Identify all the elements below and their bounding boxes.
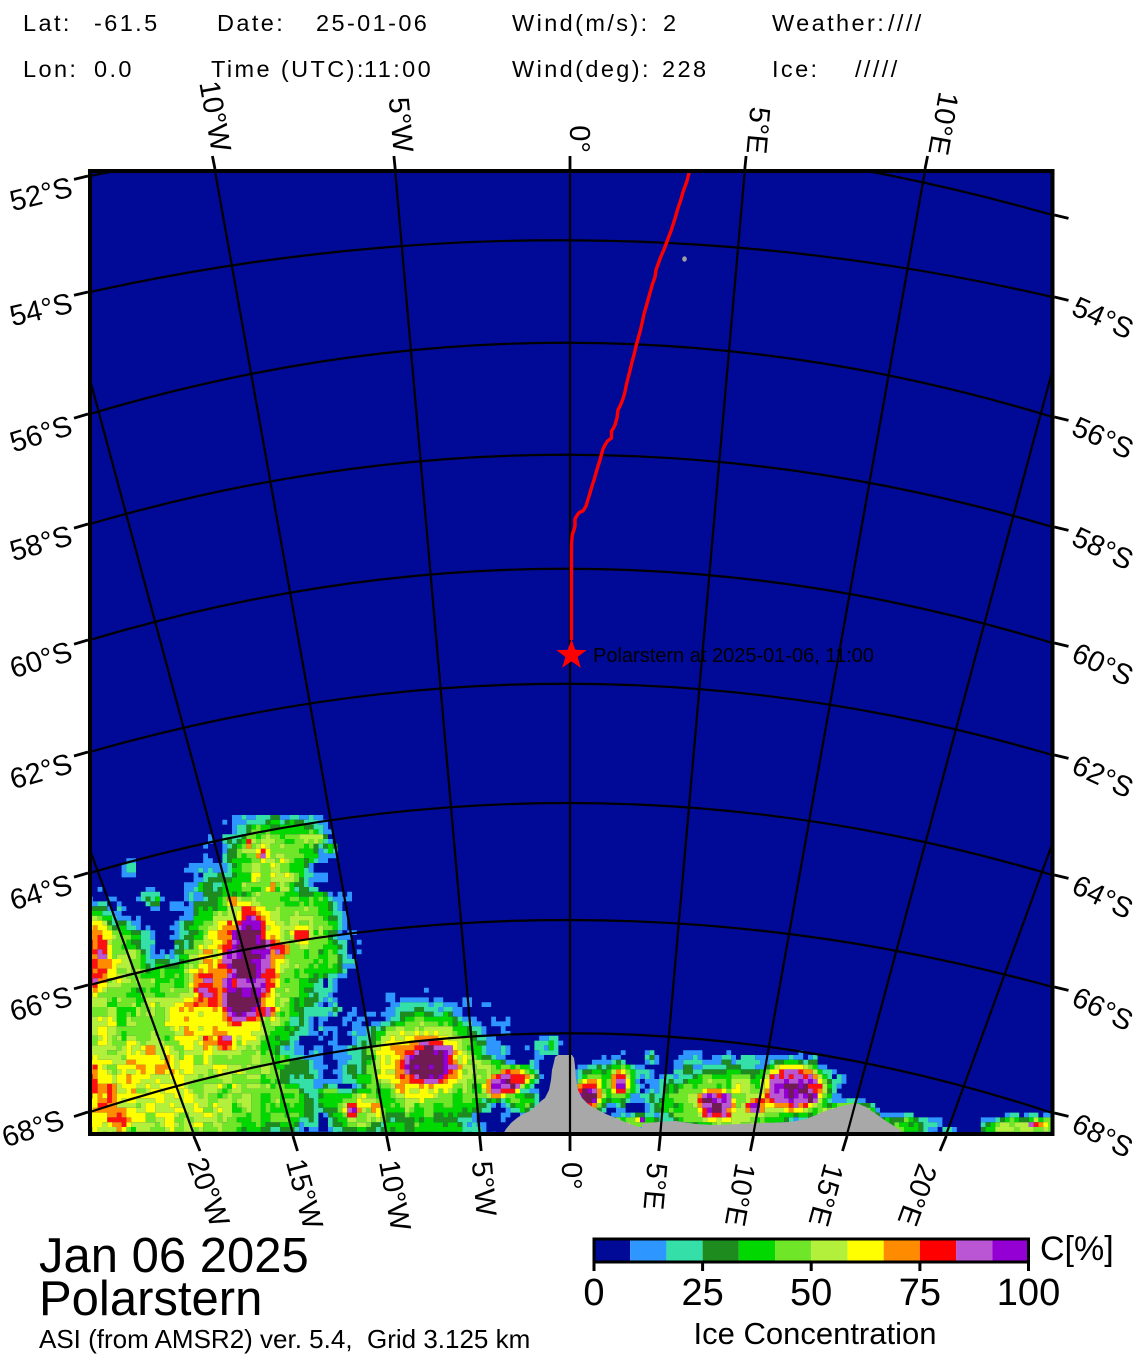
svg-text:68°S: 68°S: [1067, 1108, 1138, 1165]
svg-text:Wind(deg):: Wind(deg):: [512, 56, 651, 82]
svg-text:Wind(m/s):: Wind(m/s):: [512, 10, 650, 36]
svg-text:5°W: 5°W: [465, 1160, 502, 1218]
svg-text:75: 75: [899, 1272, 941, 1314]
svg-text:52°S: 52°S: [7, 172, 76, 218]
svg-text:Lat:: Lat:: [23, 10, 72, 36]
svg-text:Polarstern at 2025-01-06, 11:0: Polarstern at 2025-01-06, 11:00: [593, 645, 874, 667]
svg-text:0: 0: [583, 1272, 604, 1314]
svg-text:25: 25: [681, 1272, 723, 1314]
svg-text:Lon:: Lon:: [23, 56, 78, 82]
svg-text:60°S: 60°S: [6, 636, 76, 685]
svg-text:2: 2: [663, 10, 678, 36]
svg-text:56°S: 56°S: [6, 410, 76, 459]
svg-text:56°S: 56°S: [1067, 411, 1138, 466]
svg-text:Polarstern: Polarstern: [39, 1272, 262, 1326]
svg-text:Jan 06 2025: Jan 06 2025: [39, 1229, 309, 1283]
svg-text:Ice:: Ice:: [772, 56, 819, 82]
svg-text:0°: 0°: [563, 125, 595, 153]
svg-text:66°S: 66°S: [1067, 982, 1138, 1038]
svg-text:54°S: 54°S: [7, 288, 76, 333]
svg-text:20°E: 20°E: [891, 1160, 943, 1230]
svg-text:Ice Concentration: Ice Concentration: [694, 1316, 937, 1351]
svg-text:10°E: 10°E: [718, 1161, 761, 1229]
svg-text:20°W: 20°W: [180, 1153, 235, 1231]
svg-text:C[%]: C[%]: [1040, 1230, 1114, 1268]
svg-text:ASI (from AMSR2) ver. 5.4, Gr: ASI (from AMSR2) ver. 5.4, Grid 3.125 km: [39, 1324, 530, 1354]
svg-text:62°S: 62°S: [6, 748, 76, 796]
svg-text:54°S: 54°S: [1067, 291, 1138, 346]
svg-text:100: 100: [997, 1272, 1060, 1314]
svg-text:10°E: 10°E: [921, 90, 964, 158]
svg-text:64°S: 64°S: [1067, 870, 1138, 926]
svg-text:Time (UTC):: Time (UTC):: [211, 56, 366, 82]
svg-text:58°S: 58°S: [1067, 521, 1138, 577]
svg-text:10°W: 10°W: [372, 1158, 416, 1234]
svg-text:15°W: 15°W: [279, 1155, 329, 1233]
svg-text:10°W: 10°W: [192, 78, 236, 154]
svg-text:////: ////: [888, 10, 924, 36]
svg-text:-61.5: -61.5: [94, 10, 160, 36]
svg-text:15°E: 15°E: [802, 1160, 849, 1229]
svg-text:62°S: 62°S: [1067, 749, 1138, 805]
svg-text:Date:: Date:: [217, 10, 285, 36]
svg-text:64°S: 64°S: [6, 869, 76, 917]
svg-text:58°S: 58°S: [6, 520, 76, 568]
svg-text:66°S: 66°S: [6, 981, 75, 1028]
svg-text:68°S: 68°S: [0, 1104, 68, 1154]
svg-text:50: 50: [790, 1272, 832, 1314]
svg-text:5°E: 5°E: [739, 105, 775, 155]
svg-text:5°E: 5°E: [637, 1161, 673, 1211]
svg-text:11:00: 11:00: [364, 56, 433, 82]
svg-text:5°W: 5°W: [382, 96, 419, 154]
svg-text:228: 228: [662, 56, 708, 82]
svg-text:Weather:: Weather:: [772, 10, 886, 36]
svg-text:60°S: 60°S: [1067, 637, 1138, 693]
svg-text:0.0: 0.0: [94, 56, 134, 82]
svg-text:25-01-06: 25-01-06: [316, 10, 429, 36]
svg-text:0°: 0°: [555, 1162, 587, 1190]
svg-text://///: /////: [855, 56, 900, 82]
